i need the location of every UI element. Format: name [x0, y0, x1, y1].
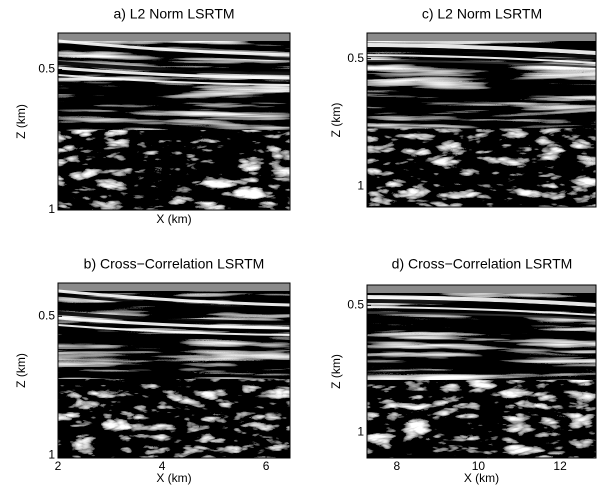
reflector	[58, 61, 290, 75]
reflector	[367, 54, 596, 64]
water	[58, 283, 290, 291]
reflector	[367, 43, 596, 55]
y-axis-label: Z (km)	[329, 103, 343, 138]
reflector	[367, 299, 596, 311]
reflector	[58, 324, 290, 336]
axes-frame	[57, 32, 291, 211]
reflector	[58, 43, 290, 61]
image-bg-lower	[58, 379, 290, 458]
panel-title: a) L2 Norm LSRTM	[113, 6, 234, 22]
reflector	[58, 289, 290, 307]
x-axis-label: X (km)	[156, 471, 191, 485]
image-bg-lower	[367, 380, 596, 458]
reflector	[367, 60, 596, 68]
x-tick-label: 6	[263, 459, 270, 473]
panel: d) Cross−Correlation LSRTM Z (km) X (km) 0.…	[329, 256, 597, 485]
reflector	[367, 47, 596, 59]
reflector	[58, 39, 290, 57]
reflector	[58, 311, 290, 325]
y-tick-label: 0.5	[38, 309, 55, 323]
panel: b) Cross−Correlation LSRTM Z (km) X (km) 0.…	[14, 256, 291, 485]
y-tick-label: 1	[357, 425, 364, 439]
panel-title: b) Cross−Correlation LSRTM	[84, 256, 265, 272]
reflector	[58, 293, 290, 311]
x-tick-label: 2	[55, 459, 62, 473]
x-tick-label: 12	[553, 459, 567, 473]
seismic-image	[58, 283, 290, 458]
image-bg-lower	[367, 128, 596, 207]
y-axis-label: Z (km)	[14, 353, 28, 388]
reflector	[58, 74, 290, 86]
x-tick-label: 10	[472, 459, 486, 473]
y-tick-label: 0.5	[347, 298, 364, 312]
water	[367, 33, 596, 41]
reflector	[58, 316, 290, 330]
y-tick-label: 0.5	[347, 51, 364, 65]
axes-frame	[366, 32, 597, 208]
y-axis-label: Z (km)	[14, 104, 28, 139]
seismic-image	[367, 33, 596, 207]
panel-title: d) Cross−Correlation LSRTM	[392, 256, 573, 272]
seismic-image	[58, 33, 290, 210]
seismic-image	[367, 285, 596, 458]
x-tick-label: 4	[159, 459, 166, 473]
axes-frame	[57, 282, 291, 459]
reflector	[58, 66, 290, 80]
reflector	[367, 312, 596, 320]
panel: a) L2 Norm LSRTM Z (km) X (km) 0.5 1	[14, 6, 291, 226]
x-axis-label: X (km)	[156, 212, 191, 226]
y-tick-label: 0.5	[38, 62, 55, 76]
axes-frame	[366, 284, 597, 459]
panel: c) L2 Norm LSRTM Z (km) 0.5 1	[329, 6, 597, 208]
x-tick-label: 8	[393, 459, 400, 473]
y-tick-label: 1	[357, 179, 364, 193]
x-axis-label: X (km)	[464, 471, 499, 485]
y-axis-label: Z (km)	[329, 354, 343, 389]
reflector	[367, 295, 596, 307]
panel-title: c) L2 Norm LSRTM	[422, 6, 542, 22]
water	[367, 285, 596, 293]
y-tick-label: 1	[48, 447, 55, 461]
y-tick-label: 1	[48, 202, 55, 216]
image-bg-lower	[58, 130, 290, 210]
reflector	[367, 306, 596, 316]
water	[58, 33, 290, 41]
